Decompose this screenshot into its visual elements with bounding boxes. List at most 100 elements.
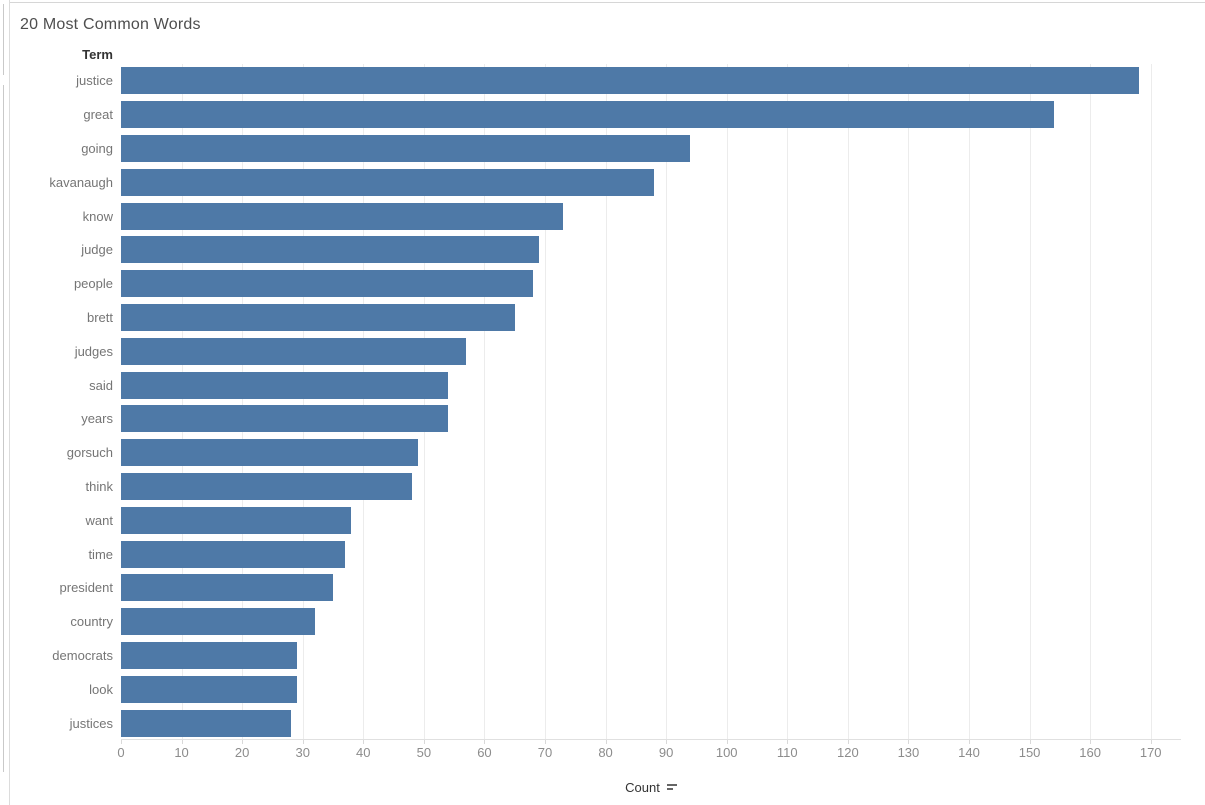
x-axis-title[interactable]: Count (625, 779, 660, 795)
bar-row (121, 64, 1181, 98)
tick-mark (181, 740, 183, 744)
bar-row (121, 571, 1181, 605)
worksheet: 20 Most Common Words Term justice great go… (11, 3, 1205, 805)
term-label[interactable]: great (83, 107, 113, 123)
bar-time[interactable] (121, 540, 346, 568)
term-label[interactable]: said (89, 377, 113, 393)
term-label[interactable]: people (73, 276, 113, 292)
x-tick-label: 140 (958, 745, 980, 760)
bar-row (121, 503, 1181, 537)
bar-row (121, 639, 1181, 673)
bar-country[interactable] (121, 608, 315, 636)
gridline (908, 64, 910, 739)
bar-row (121, 98, 1181, 132)
term-label[interactable]: country (70, 614, 113, 630)
x-tick-label: 50 (416, 745, 432, 760)
sort-descending-icon[interactable] (666, 784, 677, 790)
term-label[interactable]: time (88, 546, 113, 562)
tick-mark (726, 740, 728, 744)
y-axis-header: Term (82, 47, 113, 62)
x-tick-label: 130 (897, 745, 920, 760)
gridline (363, 64, 365, 739)
x-tick-label: 160 (1079, 745, 1101, 760)
tick-mark (1150, 740, 1152, 744)
x-tick-label: 10 (174, 745, 189, 760)
tick-mark (121, 740, 122, 744)
x-tick-label: 0 (117, 745, 125, 760)
pane-splitter-segment[interactable] (3, 85, 4, 772)
bar-president[interactable] (121, 574, 333, 602)
x-tick-label: 90 (658, 745, 674, 760)
sheet-top-border (10, 2, 1205, 3)
x-tick-label: 170 (1139, 745, 1162, 760)
term-label[interactable]: know (82, 208, 113, 224)
bar-judges[interactable] (121, 337, 467, 365)
tick-mark (1090, 740, 1092, 744)
bar-row (121, 132, 1181, 166)
x-tick-label: 60 (477, 745, 492, 760)
term-label[interactable]: justices (69, 715, 113, 731)
term-label[interactable]: years (81, 411, 113, 427)
tick-mark (484, 740, 486, 744)
term-label[interactable]: judge (81, 242, 113, 258)
x-tick-label: 100 (715, 745, 738, 760)
bar-democrats[interactable] (121, 641, 297, 669)
term-label[interactable]: brett (86, 309, 113, 325)
bar-look[interactable] (121, 675, 297, 703)
term-label[interactable]: kavanaugh (49, 174, 113, 190)
term-label[interactable]: want (85, 512, 113, 528)
term-label[interactable]: going (81, 140, 113, 156)
bar-row (121, 605, 1181, 639)
tick-mark (847, 740, 849, 744)
x-axis: 0 10 20 30 40 50 60 70 80 90 100 110 120 130 140 150 160… (117, 740, 1181, 764)
pane-splitter-rail[interactable] (0, 0, 10, 805)
term-label[interactable]: look (89, 681, 113, 697)
bar-think[interactable] (121, 472, 412, 500)
term-label[interactable]: judges (74, 343, 113, 359)
term-label[interactable]: justice (76, 73, 113, 89)
tick-mark (363, 740, 365, 744)
x-tick-label: 110 (776, 745, 798, 760)
bar-years[interactable] (121, 405, 449, 433)
chart-title: 20 Most Common Words (20, 16, 201, 33)
tick-mark (787, 740, 789, 744)
term-label[interactable]: gorsuch (66, 445, 113, 461)
tick-mark (423, 740, 425, 744)
gridline (847, 64, 849, 739)
bar-going[interactable] (121, 134, 691, 162)
bar-judge[interactable] (121, 236, 539, 264)
x-tick-label: 80 (598, 745, 613, 760)
bar-want[interactable] (121, 506, 352, 534)
bar-know[interactable] (121, 202, 564, 230)
term-label[interactable]: democrats (52, 647, 113, 663)
bar-row (121, 470, 1181, 504)
bar-row (121, 537, 1181, 571)
pane-splitter-segment[interactable] (3, 4, 4, 75)
bar-gorsuch[interactable] (121, 439, 418, 467)
x-tick-label: 150 (1018, 745, 1041, 760)
bar-people[interactable] (121, 270, 533, 298)
tick-mark (908, 740, 910, 744)
bar-row (121, 267, 1181, 301)
gridline (666, 64, 668, 739)
x-tick-label: 120 (836, 745, 859, 760)
plot-column: 0 10 20 30 40 50 60 70 80 90 100 110 120 130 140 150 160… (117, 45, 1181, 802)
gridline (423, 64, 425, 739)
bar-justice[interactable] (121, 67, 1139, 95)
bar-brett[interactable] (121, 303, 515, 331)
term-label[interactable]: think (85, 478, 113, 494)
bar-kavanaugh[interactable] (121, 168, 655, 196)
bar-said[interactable] (121, 371, 449, 399)
bar-justices[interactable] (121, 709, 291, 737)
bar-row (121, 368, 1181, 402)
term-label[interactable]: president (59, 580, 113, 596)
tick-mark (242, 740, 244, 744)
x-tick-label: 30 (295, 745, 310, 760)
gridline (1029, 64, 1031, 739)
bar-great[interactable] (121, 101, 1054, 129)
gridline (484, 64, 486, 739)
bar-row (121, 706, 1181, 740)
gridline (1150, 64, 1152, 739)
bar-row (121, 199, 1181, 233)
bar-row (121, 165, 1181, 199)
